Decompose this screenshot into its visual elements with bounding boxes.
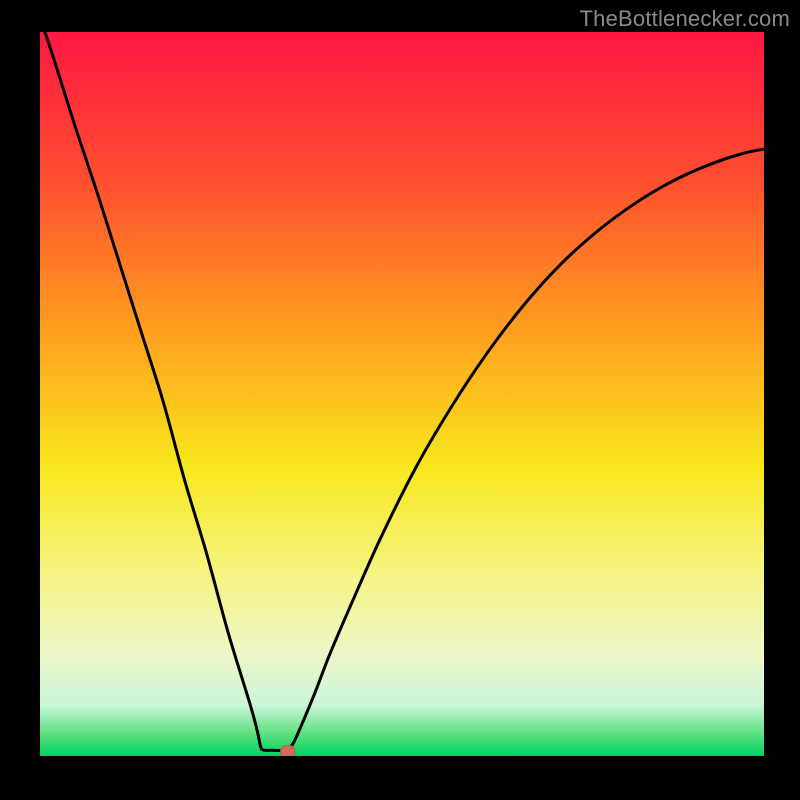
plot-background <box>40 32 764 756</box>
watermark-text: TheBottlenecker.com <box>580 6 790 32</box>
chart-stage: TheBottlenecker.com <box>0 0 800 800</box>
bottleneck-chart-svg <box>0 0 800 800</box>
optimum-marker <box>281 746 295 758</box>
